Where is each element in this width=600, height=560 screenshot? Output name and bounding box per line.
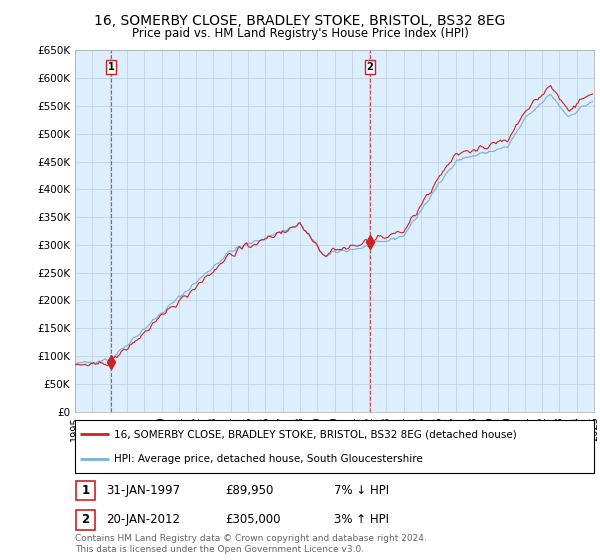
Text: 1: 1 [107,62,115,72]
Text: 20-JAN-2012: 20-JAN-2012 [106,513,180,526]
Text: HPI: Average price, detached house, South Gloucestershire: HPI: Average price, detached house, Sout… [114,454,422,464]
Text: 16, SOMERBY CLOSE, BRADLEY STOKE, BRISTOL, BS32 8EG (detached house): 16, SOMERBY CLOSE, BRADLEY STOKE, BRISTO… [114,430,517,440]
Text: 31-JAN-1997: 31-JAN-1997 [106,484,180,497]
Text: 16, SOMERBY CLOSE, BRADLEY STOKE, BRISTOL, BS32 8EG: 16, SOMERBY CLOSE, BRADLEY STOKE, BRISTO… [94,14,506,28]
FancyBboxPatch shape [76,480,95,501]
Text: Contains HM Land Registry data © Crown copyright and database right 2024.
This d: Contains HM Land Registry data © Crown c… [75,534,427,554]
Text: £305,000: £305,000 [226,513,281,526]
Text: 2: 2 [82,513,89,526]
Text: £89,950: £89,950 [226,484,274,497]
Text: 2: 2 [367,62,373,72]
Text: Price paid vs. HM Land Registry's House Price Index (HPI): Price paid vs. HM Land Registry's House … [131,27,469,40]
Text: 7% ↓ HPI: 7% ↓ HPI [335,484,389,497]
Text: 3% ↑ HPI: 3% ↑ HPI [335,513,389,526]
FancyBboxPatch shape [76,510,95,530]
Text: 1: 1 [82,484,89,497]
